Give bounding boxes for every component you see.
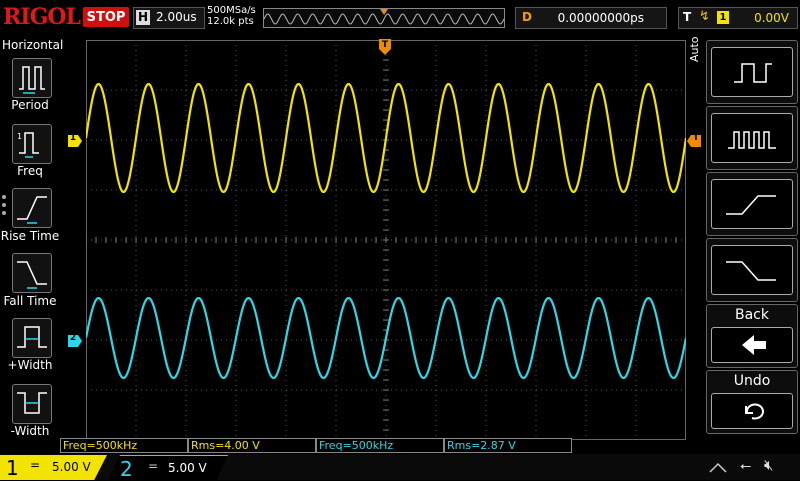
- channel-1-tab[interactable]: 1 = 5.00 V: [0, 455, 107, 480]
- negative-width-label: -Width: [10, 424, 50, 438]
- back-arrow-icon: [742, 335, 766, 355]
- run-stop-status[interactable]: STOP: [83, 7, 129, 27]
- single-pulse-button[interactable]: [706, 40, 798, 104]
- memory-trigger-icon: [380, 9, 388, 15]
- falling-edge-button[interactable]: [706, 238, 798, 302]
- trigger-level-marker[interactable]: T: [687, 132, 701, 147]
- measurement-ch2-rms[interactable]: Rms=2.87 V: [444, 438, 572, 453]
- single-pulse-icon: [734, 63, 772, 83]
- horizontal-scale-value: 2.00us: [156, 10, 197, 24]
- measurement-ch2-freq[interactable]: Freq=500kHz: [316, 438, 444, 453]
- positive-width-label: +Width: [7, 358, 53, 372]
- channel-1-offset-marker[interactable]: 1: [68, 132, 82, 147]
- acquisition-info: 500MSa/s 12.0k pts: [207, 5, 256, 27]
- back-label: Back: [735, 307, 769, 323]
- positive-width-icon: [17, 326, 47, 348]
- sample-rate: 500MSa/s: [207, 5, 256, 16]
- period-label: Period: [11, 98, 49, 112]
- fall-time-icon: [17, 261, 47, 289]
- rise-time-label: Rise Time: [0, 229, 60, 243]
- undo-label: Undo: [733, 373, 771, 389]
- trigger-source: 1: [717, 11, 729, 24]
- falling-edge-icon: [726, 261, 776, 281]
- memory-overview-waveform: [263, 9, 505, 25]
- positive-width-button[interactable]: [12, 318, 52, 358]
- undo-icon: [745, 403, 764, 420]
- trigger-level: 0.00V: [754, 11, 789, 25]
- channel-1-scale: 5.00 V: [52, 460, 91, 474]
- channel-2-coupling-icon: =: [148, 459, 159, 473]
- freq-button[interactable]: 1: [12, 124, 52, 164]
- rise-time-button[interactable]: [12, 188, 52, 228]
- channel-2-waveform: [86, 297, 686, 379]
- rigol-logo: RIGOL: [3, 4, 81, 30]
- pulse-train-icon: [728, 131, 776, 149]
- trigger-box[interactable]: T ↯ 1 0.00V: [678, 7, 798, 29]
- channel-2-tab[interactable]: 2 = 5.00 V: [108, 455, 228, 481]
- rising-edge-button[interactable]: [706, 172, 798, 236]
- fall-time-label: Fall Time: [3, 294, 57, 308]
- rising-edge-icon: [726, 195, 776, 215]
- measurement-ch1-rms[interactable]: Rms=4.00 V: [188, 438, 316, 453]
- pulse-train-button[interactable]: [706, 106, 798, 170]
- horizontal-key: H: [136, 10, 150, 25]
- period-button[interactable]: [12, 58, 52, 98]
- menu-corner-icon[interactable]: [704, 456, 734, 478]
- waveform-traces: [86, 82, 686, 379]
- horizontal-scale-box[interactable]: H 2.00us: [133, 7, 205, 29]
- back-button[interactable]: Back: [706, 304, 798, 368]
- speaker-muted-icon[interactable]: 🔇︎: [764, 456, 774, 474]
- measurement-ch1-freq[interactable]: Freq=500kHz: [60, 438, 188, 453]
- left-menu-title: Horizontal: [2, 38, 64, 52]
- memory-depth: 12.0k pts: [207, 16, 254, 27]
- trigger-position-marker[interactable]: T: [379, 39, 391, 57]
- negative-width-button[interactable]: [12, 384, 52, 424]
- delay-box[interactable]: D 0.00000000ps: [515, 7, 667, 29]
- trigger-key: T: [683, 10, 692, 24]
- right-menu-mode: Auto: [688, 36, 701, 62]
- fall-time-button[interactable]: [12, 253, 52, 293]
- svg-text:1: 1: [17, 132, 22, 141]
- page-dots: [2, 195, 8, 219]
- undo-button[interactable]: Undo: [706, 370, 798, 434]
- freq-measure-icon: 1: [17, 132, 39, 158]
- channel-1-coupling-icon: =: [30, 458, 41, 472]
- usb-icon: ⭠︎: [740, 458, 752, 474]
- delay-value: 0.00000000ps: [557, 11, 644, 25]
- rising-edge-icon: ↯: [699, 9, 710, 24]
- channel-2-scale: 5.00 V: [168, 461, 207, 475]
- channel-2-offset-marker[interactable]: 2: [68, 332, 82, 347]
- channel-1-number: 1: [6, 456, 19, 480]
- negative-width-icon: [17, 392, 47, 414]
- period-measure-icon: [19, 66, 45, 94]
- channel-2-number: 2: [120, 457, 133, 481]
- delay-key: D: [522, 10, 532, 24]
- memory-overview[interactable]: [263, 8, 505, 28]
- channel-1-waveform: [86, 82, 686, 193]
- rise-time-icon: [17, 196, 47, 224]
- freq-label: Freq: [17, 164, 43, 178]
